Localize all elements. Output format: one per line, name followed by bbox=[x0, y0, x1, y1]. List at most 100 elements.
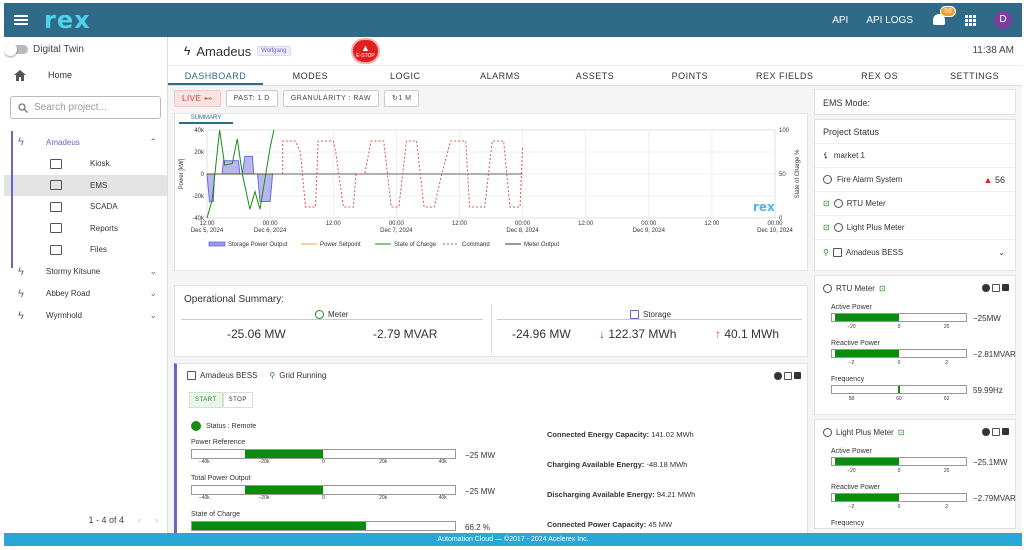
sidebar-item-scada[interactable]: SCADA bbox=[4, 196, 167, 218]
meter-tick-label: −2 bbox=[848, 360, 855, 366]
chevron-down-icon[interactable]: ⌄ bbox=[149, 288, 157, 298]
meter-tick-label: 0 bbox=[897, 324, 901, 330]
meter-row-value: 59.99Hz bbox=[973, 386, 1003, 395]
bess-metric-fill bbox=[244, 486, 324, 494]
x-tick-label: 12:00 bbox=[199, 221, 215, 227]
tab-settings[interactable]: SETTINGS bbox=[950, 71, 1000, 81]
status-item[interactable]: ⊡ Light Plus Meter bbox=[815, 216, 1015, 240]
bell-icon[interactable]: 56 bbox=[931, 6, 956, 28]
refresh-button[interactable]: ↻1 M bbox=[383, 89, 420, 107]
next-page-icon[interactable]: › bbox=[155, 515, 158, 525]
y2-tick-label: 50 bbox=[779, 172, 786, 178]
search-input[interactable]: Search project... bbox=[10, 96, 161, 119]
project-abbey-road[interactable]: ϟ Abbey Road ⌄ bbox=[4, 283, 167, 305]
chart-icon[interactable] bbox=[794, 372, 801, 379]
meter-power: -25.06 MW bbox=[227, 327, 286, 341]
tab-points[interactable]: POINTS bbox=[671, 71, 709, 81]
sub-label: Files bbox=[90, 245, 107, 255]
pager-text: 1 - 4 of 4 bbox=[88, 515, 124, 525]
x-tick-label: 00:00 bbox=[389, 221, 405, 227]
y-axis-label: Power [kW] bbox=[179, 158, 185, 189]
estop-button[interactable]: ▲ E-STOP bbox=[351, 38, 380, 64]
prev-page-icon[interactable]: ‹ bbox=[138, 515, 141, 525]
info-icon[interactable] bbox=[774, 372, 782, 380]
meter-tick-label: 60 bbox=[896, 396, 902, 402]
start-button[interactable]: START bbox=[189, 392, 223, 408]
bess-metric-value: −25 MW bbox=[465, 451, 496, 460]
tab-summary[interactable]: SUMMARY bbox=[179, 113, 233, 124]
info-icon[interactable] bbox=[982, 428, 990, 436]
logo[interactable]: rex bbox=[44, 6, 91, 34]
sidebar-item-reports[interactable]: Reports bbox=[4, 218, 167, 240]
tab-dashboard[interactable]: DASHBOARD bbox=[168, 66, 263, 85]
digital-twin-toggle[interactable] bbox=[4, 42, 28, 56]
info-icon[interactable] bbox=[982, 284, 990, 292]
y2-tick-label: 100 bbox=[779, 128, 790, 134]
chevron-down-icon[interactable]: ⌄ bbox=[998, 247, 1005, 257]
past-range-button[interactable]: PAST: 1 D bbox=[225, 89, 278, 107]
chart-icon[interactable] bbox=[1002, 428, 1009, 435]
project-stormy-kitsune[interactable]: ϟ Stormy Kitsune ⌄ bbox=[4, 261, 167, 283]
live-label: LIVE bbox=[182, 93, 202, 103]
chevron-up-icon[interactable]: ⌃ bbox=[149, 136, 157, 147]
status-item[interactable]: ⊡ RTU Meter bbox=[815, 192, 1015, 216]
storage-charge-energy: 122.37 MWh bbox=[608, 327, 677, 341]
tab-modes[interactable]: MODES bbox=[292, 71, 329, 81]
stop-button[interactable]: STOP bbox=[222, 392, 253, 408]
chevron-down-icon[interactable]: ⌄ bbox=[149, 310, 157, 320]
api-link[interactable]: API bbox=[832, 14, 849, 26]
meter-row-label: Frequency bbox=[831, 520, 865, 527]
digital-twin-label: Digital Twin bbox=[33, 43, 84, 55]
edit-icon[interactable] bbox=[784, 372, 792, 380]
avatar[interactable]: D bbox=[994, 11, 1012, 29]
meter-tick-label: 0 bbox=[897, 504, 901, 510]
y-tick-label: -40k bbox=[192, 216, 205, 222]
chart-icon[interactable] bbox=[1002, 284, 1009, 291]
y-tick-label: -20k bbox=[192, 194, 205, 200]
tab-assets[interactable]: ASSETS bbox=[575, 71, 615, 81]
tab-alarms[interactable]: ALARMS bbox=[480, 71, 521, 81]
bess-metric-label: Total Power Output bbox=[191, 475, 251, 482]
status-item[interactable]: ⚸ market 1 bbox=[815, 144, 1015, 168]
meter-row-value: −25MW bbox=[973, 314, 1001, 323]
clock: 11:38 AM bbox=[972, 45, 1014, 56]
status-dot bbox=[191, 421, 201, 431]
status-remote: Status : Remote bbox=[206, 422, 257, 430]
tab-rex-fields[interactable]: REX FIELDS bbox=[756, 71, 814, 81]
menu-icon[interactable] bbox=[14, 15, 28, 25]
grid-running-icon: ⚲ bbox=[823, 247, 829, 257]
alert-icon: ▲ bbox=[983, 174, 993, 185]
ems-mode-card: EMS Mode: bbox=[814, 89, 1016, 115]
edit-icon[interactable] bbox=[992, 428, 1000, 436]
project-wyrmhold[interactable]: ϟ Wyrmhold ⌄ bbox=[4, 305, 167, 327]
bess-metric-label: Power Reference bbox=[191, 439, 246, 446]
apps-grid-icon[interactable] bbox=[965, 14, 976, 26]
estop-label: E-STOP bbox=[356, 53, 375, 59]
sidebar-item-ems[interactable]: EMS bbox=[4, 174, 167, 196]
summary-chart[interactable]: 40k 20k 0 -20k -40k 100 50 0 Power [kW] State of … bbox=[175, 114, 809, 272]
bess-metric: Total Power Output −25 MW −40k −20k 0 20k 40k bbox=[191, 475, 501, 503]
meter-panel-title: Light Plus Meter bbox=[836, 428, 894, 437]
edit-icon[interactable] bbox=[992, 284, 1000, 292]
project-amadeus[interactable]: ϟ Amadeus ⌃ bbox=[4, 131, 167, 153]
sidebar-item-kiosk[interactable]: Kiosk bbox=[4, 153, 167, 175]
info-row: Charging Available Energy: -48.18 MWh bbox=[547, 450, 695, 480]
status-item[interactable]: Fire Alarm System ▲ 56 bbox=[815, 168, 1015, 192]
sidebar-item-home[interactable]: Home bbox=[4, 62, 167, 88]
folder-icon bbox=[50, 244, 62, 255]
meter-tick-label: −20 bbox=[847, 468, 856, 474]
tab-logic[interactable]: LOGIC bbox=[389, 71, 421, 81]
meter-tick-label: 20 bbox=[943, 324, 950, 330]
tab-rex-os[interactable]: REX OS bbox=[861, 71, 899, 81]
sidebar-item-files[interactable]: Files bbox=[4, 239, 167, 261]
chevron-down-icon[interactable]: ⌄ bbox=[149, 266, 157, 276]
op-summary-title: Operational Summary: bbox=[184, 294, 285, 305]
granularity-button[interactable]: GRANULARITY : RAW bbox=[282, 89, 379, 107]
sub-label: EMS bbox=[90, 180, 108, 190]
api-logs-link[interactable]: API LOGS bbox=[866, 14, 913, 26]
status-item[interactable]: ⚲ Amadeus BESS ⌄ bbox=[815, 240, 1015, 264]
live-button[interactable]: LIVE ⊷ bbox=[174, 89, 221, 107]
bolt-icon: ϟ bbox=[18, 136, 24, 148]
link-icon: ⊡ bbox=[823, 223, 830, 232]
bar-tick-label: −20k bbox=[258, 495, 270, 501]
